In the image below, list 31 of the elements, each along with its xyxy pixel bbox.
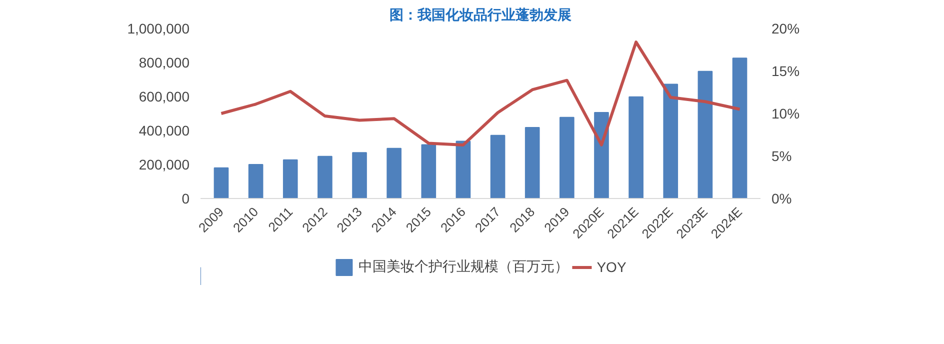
line-series bbox=[220, 40, 742, 146]
y-tick-label: 1,000,000 bbox=[127, 20, 190, 36]
y-tick-label: 0 bbox=[182, 190, 190, 206]
bar bbox=[386, 148, 402, 198]
bar bbox=[663, 84, 678, 198]
y-tick-label: 200,000 bbox=[138, 156, 190, 172]
bar bbox=[594, 112, 609, 198]
bar bbox=[524, 126, 540, 198]
y2-tick-label: 0% bbox=[772, 190, 792, 206]
legend-label: 中国美妆个护行业规模（百万元） bbox=[358, 258, 569, 276]
bar bbox=[421, 144, 436, 198]
bar bbox=[352, 152, 367, 198]
y-tick-label: 600,000 bbox=[138, 88, 190, 104]
bar bbox=[248, 164, 264, 198]
bar bbox=[490, 134, 506, 198]
y-tick-label: 400,000 bbox=[138, 122, 190, 138]
chart-title: 图：我国化妆品行业蓬勃发展 bbox=[390, 8, 572, 24]
y-tick-label: 800,000 bbox=[138, 54, 190, 70]
y2-tick-label: 20% bbox=[772, 20, 800, 36]
bar bbox=[698, 70, 713, 198]
y2-tick-label: 5% bbox=[772, 148, 792, 164]
y2-tick-label: 15% bbox=[772, 63, 800, 79]
legend-label: YOY bbox=[596, 259, 626, 275]
bar bbox=[282, 159, 298, 198]
y2-tick-label: 10% bbox=[772, 106, 800, 122]
bar bbox=[628, 96, 644, 198]
bar bbox=[456, 140, 471, 198]
bar bbox=[214, 167, 229, 198]
bar bbox=[560, 116, 574, 198]
bar bbox=[732, 58, 748, 198]
bar bbox=[318, 156, 332, 198]
